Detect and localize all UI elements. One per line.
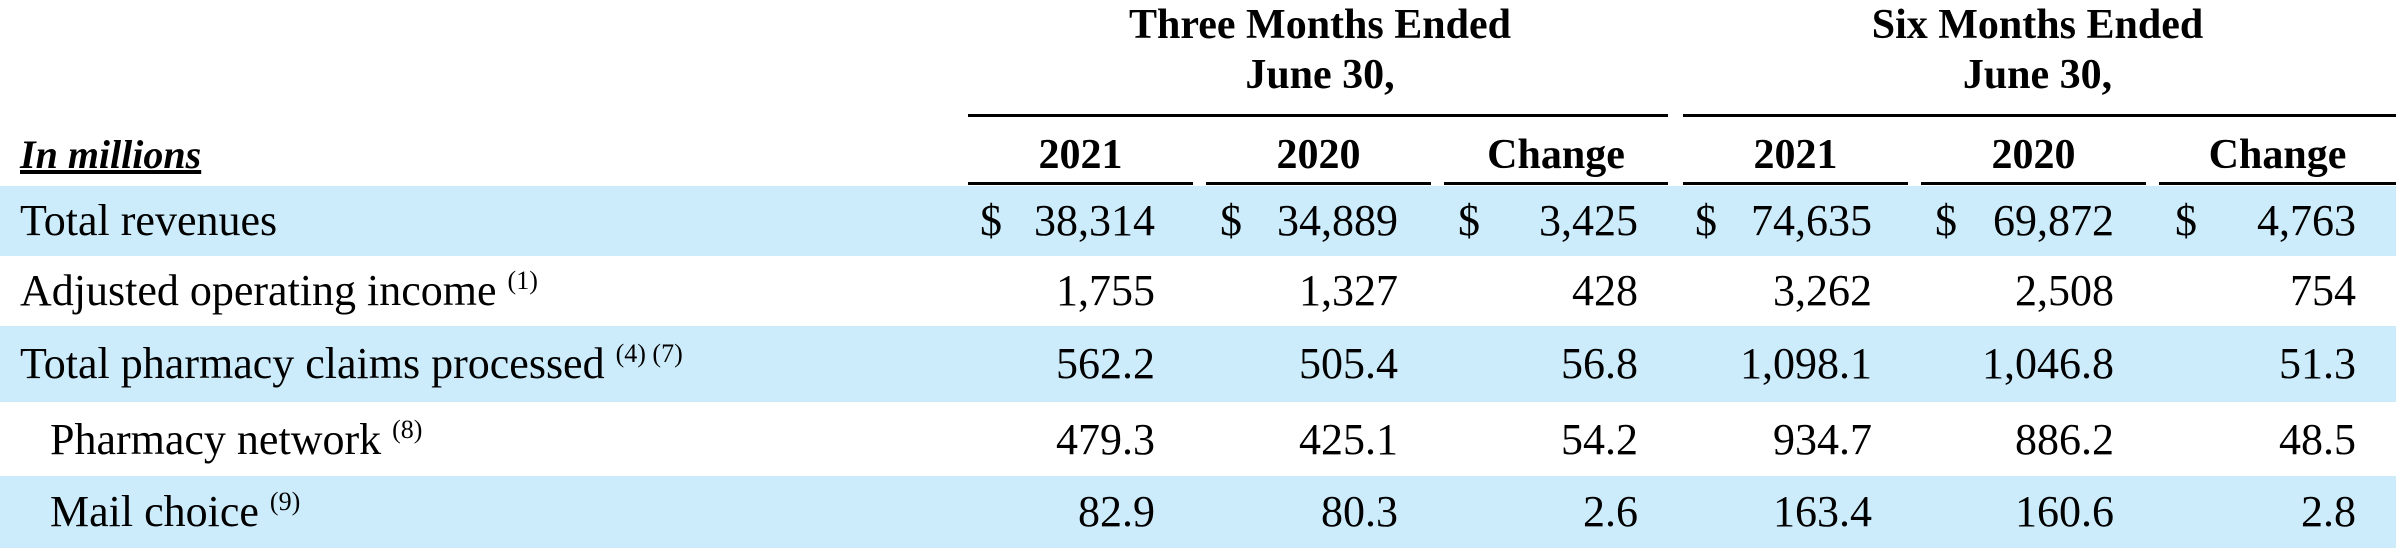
row-label: Total revenues [20,186,277,256]
row-label: Adjusted operating income (1) [20,256,538,332]
cell-6m-change: 4,763 [2257,196,2356,245]
row-label-text: Pharmacy network [50,415,382,464]
footnote-reference: (8) [392,415,423,444]
cell-3m-change: 54.2 [1561,415,1638,464]
stub-header: In millions [20,132,202,177]
column-header-3m-2021: 2021 [1038,132,1123,178]
cell-6m-2020: 69,872 [1993,196,2114,245]
column-header-3m-change: Change [1487,132,1625,178]
group-header-three-months: Three Months Ended June 30, [970,0,1670,100]
currency-symbol: $ [1458,196,1480,245]
cell-3m-2021: 1,755 [1056,266,1155,315]
cell-6m-change: 48.5 [2279,415,2356,464]
footnote-reference: (4) (7) [615,339,683,368]
column-rule-6m-2021 [1683,182,1908,185]
group-header-three-line2: June 30, [1245,52,1395,98]
group-header-six-line1: Six Months Ended [1871,2,2204,48]
cell-3m-change: 428 [1572,266,1638,315]
table-row: Adjusted operating income (1) 1,755 1,327 4… [0,256,2396,326]
cell-3m-2020: 34,889 [1277,196,1398,245]
cell-3m-change: 3,425 [1539,196,1638,245]
row-label-text: Adjusted operating income [20,266,497,315]
cell-3m-2020: 1,327 [1299,266,1398,315]
currency-symbol: $ [1220,196,1242,245]
cell-6m-2021: 163.4 [1773,487,1872,536]
column-rule-3m-2021 [968,182,1193,185]
cell-6m-2020: 2,508 [2015,266,2114,315]
cell-3m-2021: 82.9 [1078,487,1155,536]
table-row: Total pharmacy claims processed (4) (7) 5… [0,326,2396,402]
currency-symbol: $ [980,196,1002,245]
footnote-reference: (1) [507,266,538,295]
column-rule-6m-change [2159,182,2396,185]
cell-3m-2021: 562.2 [1056,339,1155,388]
group-header-six-months: Six Months Ended June 30, [1685,0,2390,100]
cell-6m-2021: 1,098.1 [1740,339,1872,388]
column-header-6m-2021: 2021 [1753,132,1838,178]
currency-symbol: $ [1935,196,1957,245]
footnote-reference: (9) [269,487,301,516]
cell-3m-change: 2.6 [1583,487,1638,536]
cell-3m-2021: 479.3 [1056,415,1155,464]
column-rule-6m-2020 [1921,182,2146,185]
group-rule-six-months [1683,114,2396,117]
row-label-text: Mail choice [50,487,259,536]
cell-6m-2021: 934.7 [1773,415,1872,464]
cell-3m-2021: 38,314 [1034,196,1155,245]
cell-6m-2021: 3,262 [1773,266,1872,315]
table-row: Total revenues $38,314 $34,889 $3,425 $74,63… [0,186,2396,256]
cell-6m-change: 2.8 [2301,487,2356,536]
column-rule-3m-change [1444,182,1668,185]
cell-6m-2020: 1,046.8 [1982,339,2114,388]
cell-3m-2020: 505.4 [1299,339,1398,388]
cell-3m-change: 56.8 [1561,339,1638,388]
cell-6m-change: 51.3 [2279,339,2356,388]
currency-symbol: $ [2175,196,2197,245]
currency-symbol: $ [1695,196,1717,245]
row-label-text: Total pharmacy claims processed [20,339,605,388]
column-rule-3m-2020 [1206,182,1431,185]
cell-3m-2020: 425.1 [1299,415,1398,464]
row-label: Pharmacy network (8) [50,405,422,481]
group-header-six-line2: June 30, [1962,52,2113,98]
column-header-6m-change: Change [2208,132,2347,178]
row-label: Total pharmacy claims processed (4) (7) [20,329,683,405]
group-rule-three-months [968,114,1668,117]
cell-6m-2020: 886.2 [2015,415,2114,464]
table-row: Pharmacy network (8) 479.3 425.1 54.2 934.7 8… [0,404,2396,476]
row-label: Mail choice (9) [50,477,300,553]
column-header-6m-2020: 2020 [1991,132,2076,178]
cell-6m-2021: 74,635 [1751,196,1872,245]
cell-6m-change: 754 [2290,266,2356,315]
column-header-3m-2020: 2020 [1276,132,1361,178]
cell-3m-2020: 80.3 [1321,487,1398,536]
cell-6m-2020: 160.6 [2015,487,2114,536]
table-row: Mail choice (9) 82.9 80.3 2.6 163.4 160.6 2.8 [0,476,2396,548]
group-header-three-line1: Three Months Ended [1129,2,1511,48]
row-label-text: Total revenues [20,196,278,245]
